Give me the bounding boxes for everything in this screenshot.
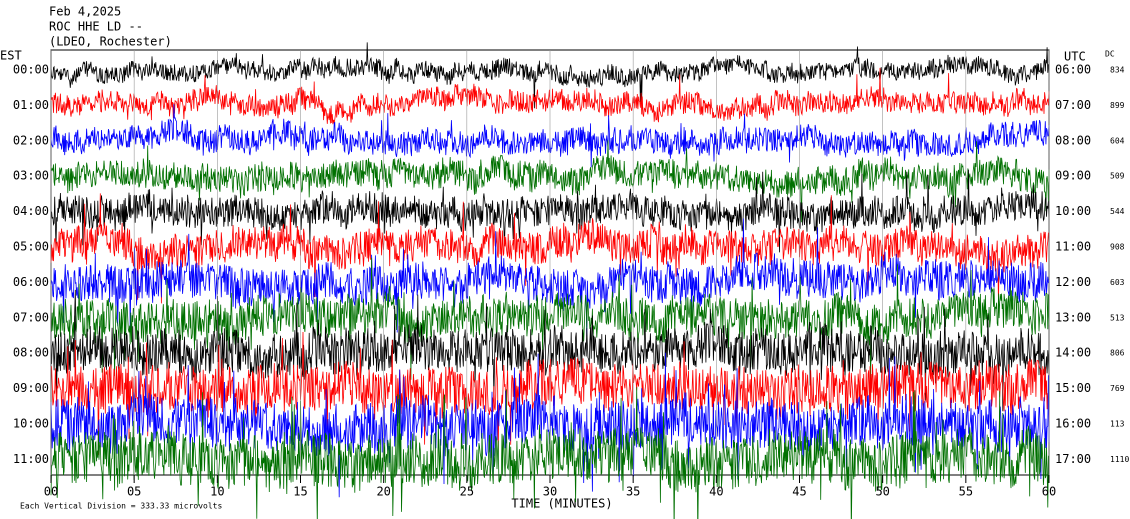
utc-label: 14:00 (1055, 346, 1091, 360)
x-tick-label: 55 (959, 485, 973, 499)
x-tick-label: 10 (210, 485, 224, 499)
x-tick-label: 45 (792, 485, 806, 499)
est-label: 04:00 (13, 204, 49, 218)
est-label: 07:00 (13, 310, 49, 324)
est-title: EST (0, 49, 22, 63)
date: Feb 4,2025 (49, 5, 121, 19)
utc-label: 13:00 (1055, 310, 1091, 324)
utc-label: 09:00 (1055, 169, 1091, 183)
est-label: 06:00 (13, 275, 49, 289)
est-label: 11:00 (13, 452, 49, 466)
utc-label: 17:00 (1055, 452, 1091, 466)
utc-label: 16:00 (1055, 417, 1091, 431)
dc-label: 513 (1110, 313, 1125, 322)
x-tick-label: 05 (127, 485, 141, 499)
x-tick-label: 35 (626, 485, 640, 499)
location: (LDEO, Rochester) (49, 35, 172, 49)
utc-label: 15:00 (1055, 381, 1091, 395)
dc-label: 769 (1110, 384, 1125, 393)
station: ROC HHE LD -- (49, 20, 143, 34)
est-label: 09:00 (13, 381, 49, 395)
dc-label: 908 (1110, 243, 1125, 252)
dc-label: 509 (1110, 172, 1125, 181)
est-label: 01:00 (13, 98, 49, 112)
est-label: 00:00 (13, 63, 49, 77)
utc-label: 07:00 (1055, 98, 1091, 112)
x-tick-label: 15 (293, 485, 307, 499)
dc-label: 899 (1110, 101, 1125, 110)
est-label: 08:00 (13, 346, 49, 360)
x-tick-label: 20 (376, 485, 390, 499)
dc-label: 834 (1110, 66, 1125, 75)
x-tick-label: 40 (709, 485, 723, 499)
dc-label: 1110 (1110, 455, 1129, 464)
x-tick-label: 60 (1042, 485, 1056, 499)
est-label: 02:00 (13, 133, 49, 147)
est-label: 03:00 (13, 169, 49, 183)
dc-label: 806 (1110, 349, 1125, 358)
utc-label: 10:00 (1055, 204, 1091, 218)
x-axis-title: TIME (MINUTES) (511, 497, 612, 511)
dc-label: 113 (1110, 420, 1125, 429)
utc-label: 06:00 (1055, 63, 1091, 77)
est-label: 10:00 (13, 417, 49, 431)
utc-title: UTC (1064, 50, 1086, 64)
x-tick-label: 00 (44, 485, 58, 499)
dc-title: DC (1105, 50, 1115, 59)
x-tick-label: 30 (543, 485, 557, 499)
est-label: 05:00 (13, 240, 49, 254)
footer: Each Vertical Division = 333.33 microvol… (20, 502, 222, 511)
dc-label: 603 (1110, 278, 1125, 287)
dc-label: 544 (1110, 207, 1125, 216)
x-tick-label: 25 (460, 485, 474, 499)
dc-label: 604 (1110, 136, 1125, 145)
x-tick-label: 50 (875, 485, 889, 499)
utc-label: 11:00 (1055, 240, 1091, 254)
utc-label: 08:00 (1055, 133, 1091, 147)
utc-label: 12:00 (1055, 275, 1091, 289)
